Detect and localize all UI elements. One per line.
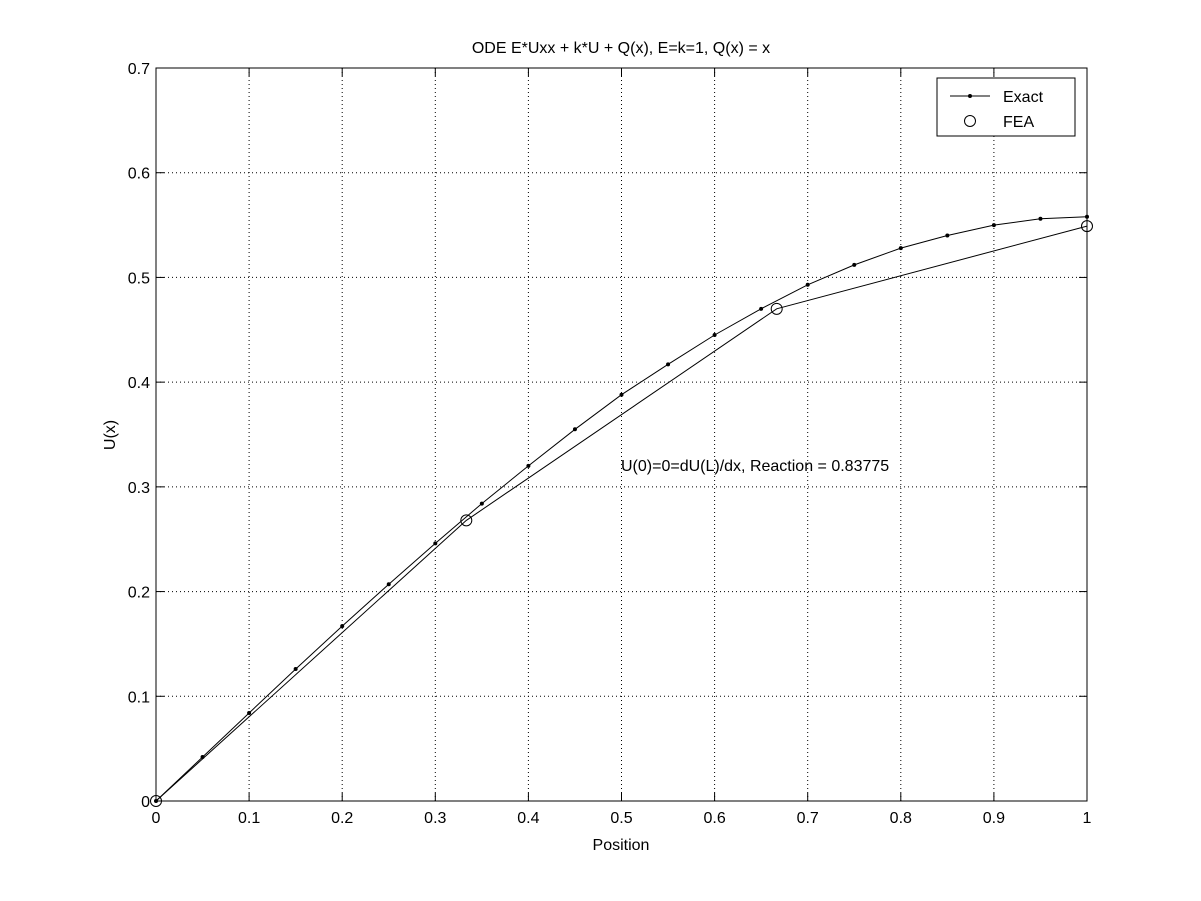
series-exact-point [1038, 216, 1043, 221]
x-tick-label: 0.5 [610, 810, 632, 827]
series-fea-line [155, 225, 1088, 802]
y-tick-labels: 0 0.1 0.2 0.3 0.4 0.5 0.6 0.7 [128, 61, 150, 811]
series-exact-point [247, 711, 252, 716]
y-tick-label: 0.6 [128, 166, 150, 183]
y-tick-label: 0.2 [128, 585, 150, 602]
series-exact-point [386, 582, 391, 587]
x-tick-label: 0 [152, 810, 161, 827]
series-fea-point [1081, 220, 1093, 233]
y-tick-label: 0.4 [128, 375, 150, 392]
legend-exact-marker [968, 94, 972, 98]
series-exact-point [433, 541, 438, 546]
series-fea-point [150, 795, 162, 807]
series-layer [150, 214, 1093, 807]
x-tick-label: 0.9 [983, 810, 1005, 827]
reaction-annotation: U(0)=0=dU(L)/dx, Reaction = 0.83775 [621, 458, 889, 475]
x-tick-label: 0.1 [238, 810, 260, 827]
series-exact-point [945, 233, 950, 238]
series-exact-point [852, 262, 857, 267]
series-exact-point [991, 223, 996, 228]
x-tick-label: 0.7 [797, 810, 819, 827]
x-axis-label: Position [593, 837, 650, 854]
y-axis-label: U(x) [102, 420, 119, 450]
axis-ticks [155, 67, 1088, 802]
series-exact-point [619, 392, 624, 397]
series-exact-point [479, 501, 484, 506]
series-exact-point [293, 667, 298, 672]
y-tick-label: 0.1 [128, 689, 150, 706]
y-tick-label: 0.3 [128, 480, 150, 497]
series-exact-point [898, 246, 903, 251]
legend-exact-label: Exact [1003, 89, 1044, 106]
y-tick-label: 0 [141, 794, 150, 811]
x-tick-label: 0.6 [703, 810, 725, 827]
series-exact-point [1085, 214, 1089, 219]
x-tick-label: 0.3 [424, 810, 446, 827]
series-exact-point [526, 463, 531, 468]
x-tick-label: 0.8 [890, 810, 912, 827]
series-fea-point [460, 514, 473, 527]
series-fea-point [770, 302, 783, 315]
chart-title: ODE E*Uxx + k*U + Q(x), E=k=1, Q(x) = x [472, 40, 770, 57]
x-tick-labels: 0 0.1 0.2 0.3 0.4 0.5 0.6 0.7 0.8 0.9 1 [152, 810, 1092, 827]
legend-fea-label: FEA [1003, 114, 1034, 131]
series-exact-point [759, 306, 764, 311]
legend-box [936, 77, 1076, 137]
series-exact-point [572, 427, 577, 432]
y-tick-label: 0.5 [128, 270, 150, 287]
x-tick-label: 0.2 [331, 810, 353, 827]
x-tick-label: 1 [1083, 810, 1092, 827]
x-tick-label: 0.4 [517, 810, 539, 827]
series-exact-point [712, 333, 717, 338]
series-exact-point [340, 624, 345, 629]
y-tick-label: 0.7 [128, 61, 150, 78]
series-exact-point [666, 362, 671, 367]
series-exact-point [805, 282, 810, 287]
legend-fea-marker [964, 115, 976, 127]
legend: Exact FEA [936, 77, 1076, 137]
